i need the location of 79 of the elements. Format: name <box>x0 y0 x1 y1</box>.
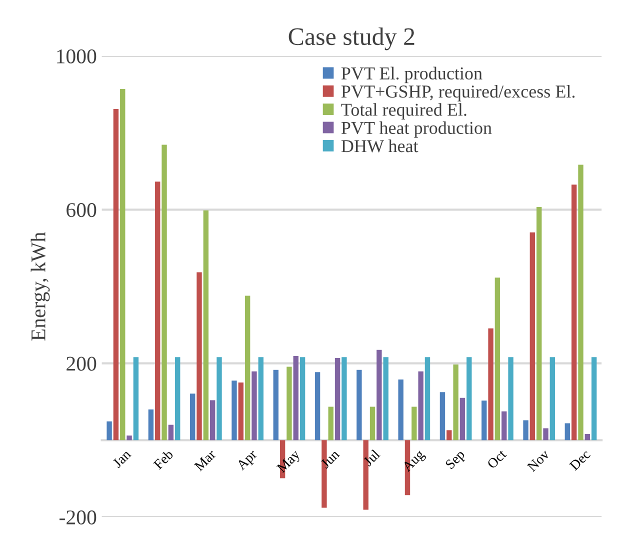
bar <box>424 357 430 440</box>
legend-label: PVT heat production <box>341 121 492 138</box>
bar <box>591 357 597 440</box>
bar <box>342 357 347 440</box>
bar <box>571 184 577 440</box>
y-axis-title: Energy, kWh <box>30 232 50 341</box>
bar <box>203 210 209 440</box>
bar <box>126 436 132 440</box>
x-tick-label: Oct <box>486 448 507 470</box>
bar <box>155 182 160 440</box>
bar <box>460 398 466 440</box>
bar <box>258 357 264 440</box>
bar <box>523 420 528 440</box>
legend-label: DHW heat <box>341 140 418 152</box>
bar <box>273 370 278 440</box>
bar <box>232 380 237 440</box>
bar <box>530 232 536 440</box>
chart-title: Case study 2 <box>288 28 414 50</box>
y-tick-label: 200 <box>66 356 96 371</box>
bar <box>494 278 500 440</box>
x-tick-label: Jun <box>320 449 340 469</box>
x-tick-label: Aug <box>402 448 427 474</box>
legend-label: PVT El. production <box>341 66 482 84</box>
x-tick-label: Jan <box>112 449 132 468</box>
bar <box>398 379 404 440</box>
bar <box>328 406 334 440</box>
bar <box>196 272 202 440</box>
x-tick-label: May <box>276 448 303 476</box>
bar <box>446 430 452 440</box>
bar <box>238 382 244 440</box>
bar <box>376 350 382 440</box>
bar <box>210 400 216 440</box>
bar <box>584 434 590 440</box>
bar <box>168 424 174 440</box>
bar <box>133 357 139 440</box>
bar <box>543 428 548 440</box>
bar <box>564 423 570 440</box>
bar <box>300 357 306 440</box>
bar <box>334 358 340 440</box>
legend-label: Total required El. <box>341 103 466 120</box>
bar <box>113 108 119 440</box>
bar <box>216 357 222 440</box>
bar <box>488 328 494 440</box>
bar <box>314 372 320 440</box>
bar <box>383 357 388 440</box>
bar <box>175 357 180 440</box>
bar <box>162 144 167 440</box>
bar <box>508 357 514 440</box>
bar <box>293 356 298 440</box>
bar <box>536 206 542 440</box>
bar <box>578 164 584 440</box>
x-tick-label: Jul <box>362 448 381 467</box>
bar <box>106 421 112 440</box>
bar <box>412 406 417 440</box>
bar <box>418 371 424 440</box>
y-tick-label: 600 <box>66 203 96 218</box>
bar <box>120 89 126 440</box>
bar <box>482 400 487 440</box>
x-tick-label: Mar <box>194 448 216 472</box>
bar <box>370 406 376 440</box>
bar <box>550 357 556 440</box>
bar <box>466 357 472 440</box>
bar <box>440 392 446 440</box>
bar <box>148 409 154 440</box>
bar <box>286 366 292 440</box>
x-tick-label: Dec <box>569 449 591 471</box>
bar <box>356 370 362 440</box>
x-tick-label: Feb <box>152 448 174 470</box>
bar <box>190 394 196 440</box>
bar <box>453 364 458 440</box>
y-tick-label: 1000 <box>57 49 96 64</box>
y-tick-label: -200 <box>60 510 96 524</box>
bar <box>252 371 257 440</box>
bar <box>502 411 507 440</box>
x-tick-label: Sep <box>444 449 468 472</box>
bar <box>244 296 250 440</box>
x-tick-label: Nov <box>526 448 550 472</box>
legend-label: PVT+GSHP, required/excess El. <box>341 84 575 102</box>
x-tick-label: Apr <box>236 448 260 473</box>
